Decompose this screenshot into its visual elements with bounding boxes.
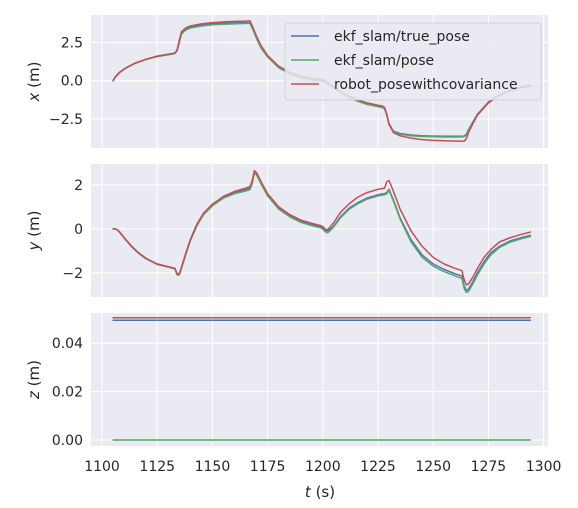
y-tick-label-x-2: −2.5 — [49, 112, 83, 128]
series-line-y-2 — [112, 169, 532, 286]
y-tick-label-y-0: 2 — [74, 178, 83, 194]
y-axis-label-var-z: z — [25, 390, 43, 400]
subplot-y: 2 0 −2 y (m) — [25, 164, 548, 297]
y-axis-label-x: x (m) — [25, 62, 43, 103]
x-tick-label-1: 1125 — [139, 459, 175, 475]
y-tick-label-x-0: 2.5 — [61, 36, 83, 52]
y-axis-label-unit-x: (m) — [25, 62, 43, 93]
x-axis: 1100 1125 1150 1175 1200 1225 1250 1275 1300 — [84, 459, 561, 475]
y-tick-label-y-2: −2 — [62, 266, 83, 282]
x-tick-label-5: 1225 — [360, 459, 396, 475]
plot-area-z — [91, 313, 548, 446]
x-tick-label-3: 1175 — [250, 459, 286, 475]
legend: ekf_slam/true_pose ekf_slam/pose robot_p… — [284, 22, 542, 101]
x-tick-label-2: 1150 — [195, 459, 231, 475]
x-tick-label-4: 1200 — [305, 459, 341, 475]
legend-label-posewithcovariance: robot_posewithcovariance — [334, 77, 518, 93]
y-tick-label-z-1: 0.02 — [52, 385, 83, 401]
y-axis-label-var-y: y — [25, 240, 43, 251]
y-axis-label-z: z (m) — [25, 360, 43, 400]
x-tick-label-6: 1250 — [415, 459, 451, 475]
x-axis-label-unit: (s) — [311, 483, 335, 501]
legend-box — [284, 22, 542, 101]
y-axis-label-var-x: x — [25, 92, 43, 102]
x-axis-label-var: t — [305, 483, 312, 501]
subplot-z: 0.04 0.02 0.00 z (m) — [25, 313, 548, 449]
y-axis-label-unit-y: (m) — [25, 211, 43, 242]
x-tick-label-7: 1275 — [471, 459, 507, 475]
x-tick-label-8: 1300 — [526, 459, 562, 475]
x-tick-label-0: 1100 — [84, 459, 120, 475]
y-tick-label-y-1: 0 — [74, 222, 83, 238]
plot-area-y — [91, 164, 548, 297]
legend-label-pose: ekf_slam/pose — [334, 53, 434, 69]
y-tick-label-z-0: 0.04 — [52, 336, 83, 352]
x-axis-label: t (s) — [305, 483, 335, 501]
y-axis-label-y: y (m) — [25, 211, 43, 252]
y-tick-label-z-2: 0.00 — [52, 433, 83, 449]
y-axis-label-unit-z: (m) — [25, 360, 43, 391]
legend-label-true-pose: ekf_slam/true_pose — [334, 29, 470, 45]
y-tick-label-x-1: 0.0 — [61, 74, 83, 90]
